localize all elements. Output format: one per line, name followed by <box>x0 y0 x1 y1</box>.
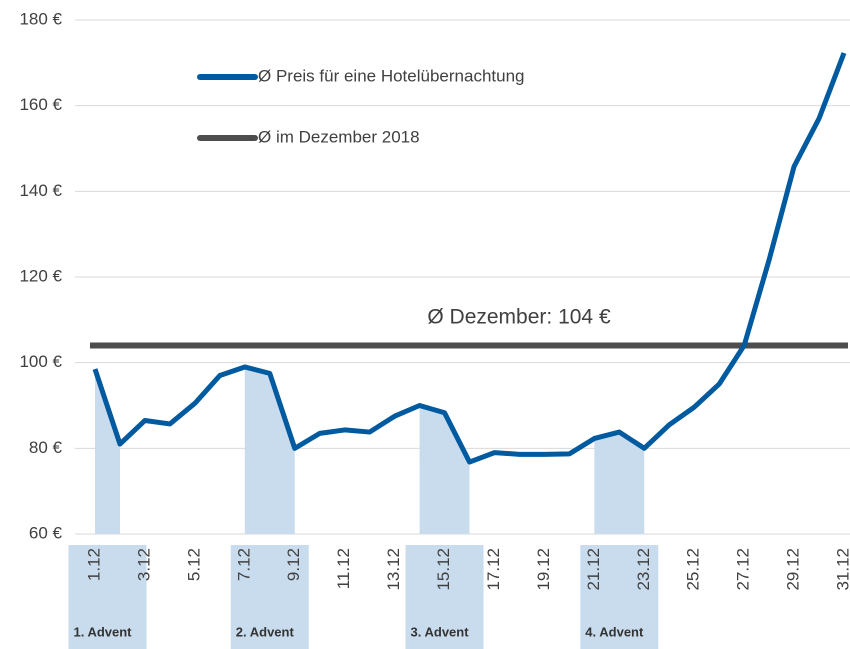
legend-label: Ø im Dezember 2018 <box>258 127 420 146</box>
x-tick-label: 11.12 <box>334 548 353 589</box>
highlight-label: 1. Advent <box>73 624 132 639</box>
x-tick-label: 7.12 <box>234 548 253 581</box>
x-tick-label: 1.12 <box>84 548 103 581</box>
price-line <box>92 52 847 465</box>
x-tick-label: 19.12 <box>534 548 553 591</box>
x-tick-label: 5.12 <box>184 548 203 581</box>
highlight-label: 4. Advent <box>585 624 644 639</box>
highlight-label-box <box>405 545 484 649</box>
highlight-label-box <box>68 545 147 649</box>
highlight-label: 2. Advent <box>236 624 295 639</box>
legend-label: Ø Preis für eine Hotelübernachtung <box>258 66 525 85</box>
y-tick-label: 100 € <box>19 352 62 371</box>
x-tick-label: 3.12 <box>134 548 153 581</box>
y-tick-label: 180 € <box>19 9 62 28</box>
x-tick-label: 23.12 <box>634 548 653 591</box>
highlight-area <box>419 405 470 534</box>
y-tick-label: 160 € <box>19 95 62 114</box>
x-tick-label: 13.12 <box>384 548 403 591</box>
highlight-area <box>594 432 645 534</box>
y-tick-label: 80 € <box>29 438 63 457</box>
x-tick-label: 29.12 <box>784 548 803 591</box>
highlight-label-box <box>230 545 309 649</box>
highlight-area <box>244 366 295 534</box>
highlight-label-box <box>580 545 659 649</box>
x-tick-label: 9.12 <box>284 548 303 581</box>
highlight-label: 3. Advent <box>411 624 470 639</box>
x-tick-label: 15.12 <box>434 548 453 591</box>
x-tick-label: 25.12 <box>684 548 703 591</box>
highlight-area <box>95 369 120 534</box>
y-tick-label: 60 € <box>29 523 63 542</box>
y-tick-label: 120 € <box>19 266 62 285</box>
x-tick-label: 31.12 <box>833 548 850 591</box>
annotation: Ø Dezember: 104 € <box>427 306 611 329</box>
x-tick-label: 27.12 <box>734 548 753 591</box>
x-tick-label: 21.12 <box>584 548 603 591</box>
x-tick-label: 17.12 <box>484 548 503 591</box>
y-tick-label: 140 € <box>19 181 62 200</box>
